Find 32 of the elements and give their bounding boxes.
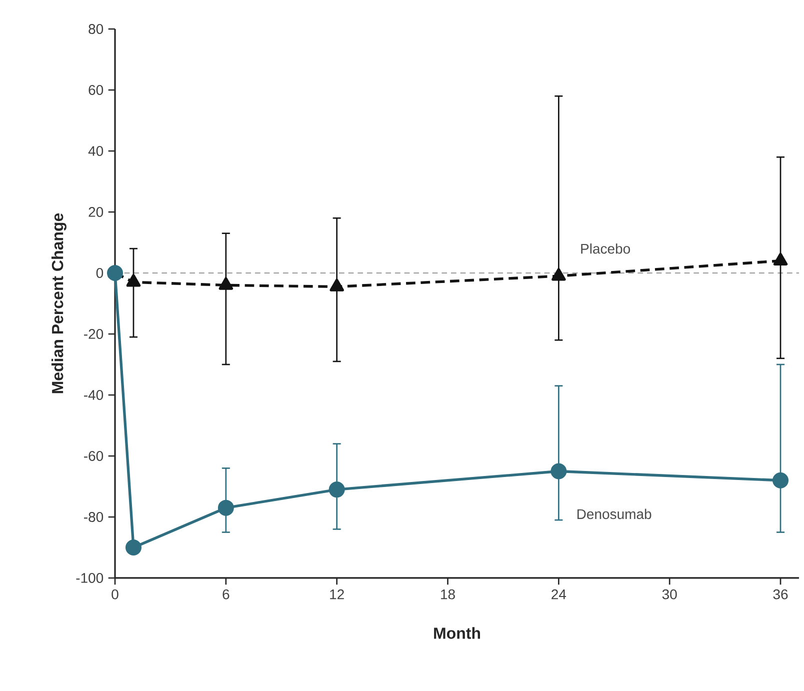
y-axis-title: Median Percent Change (51, 213, 66, 394)
y-tick-label: -60 (84, 451, 104, 461)
x-axis-title: Month (434, 627, 480, 639)
point (218, 277, 234, 290)
series-label: Placebo (581, 243, 630, 254)
x-tick-label: 12 (330, 589, 344, 600)
y-tick-label: -100 (76, 573, 104, 583)
point (330, 278, 344, 292)
point (107, 264, 124, 281)
y-tick-label: 60 (88, 85, 104, 95)
x-tick-label: 0 (112, 589, 118, 600)
point (772, 472, 789, 488)
y-tick-label: 80 (88, 24, 104, 34)
x-tick-label: 24 (552, 589, 566, 600)
point (550, 463, 567, 480)
x-tick-label: 36 (773, 589, 788, 600)
y-tick-label: -20 (84, 329, 104, 339)
text: Denosumab (577, 508, 652, 520)
x-tick-label: 30 (662, 589, 677, 600)
y-tick-label: -80 (84, 512, 104, 522)
y-tick-label: 40 (88, 146, 104, 156)
point (125, 539, 142, 556)
x-tick-label: 18 (441, 589, 455, 600)
point (552, 268, 566, 281)
point (773, 252, 788, 266)
point (328, 482, 345, 498)
point (126, 274, 141, 287)
y-tick-label: 20 (88, 207, 104, 217)
y-tick-label: -40 (84, 390, 104, 400)
y-tick-label: 0 (96, 268, 104, 278)
x-tick-label: 6 (222, 589, 230, 600)
point (218, 500, 234, 516)
